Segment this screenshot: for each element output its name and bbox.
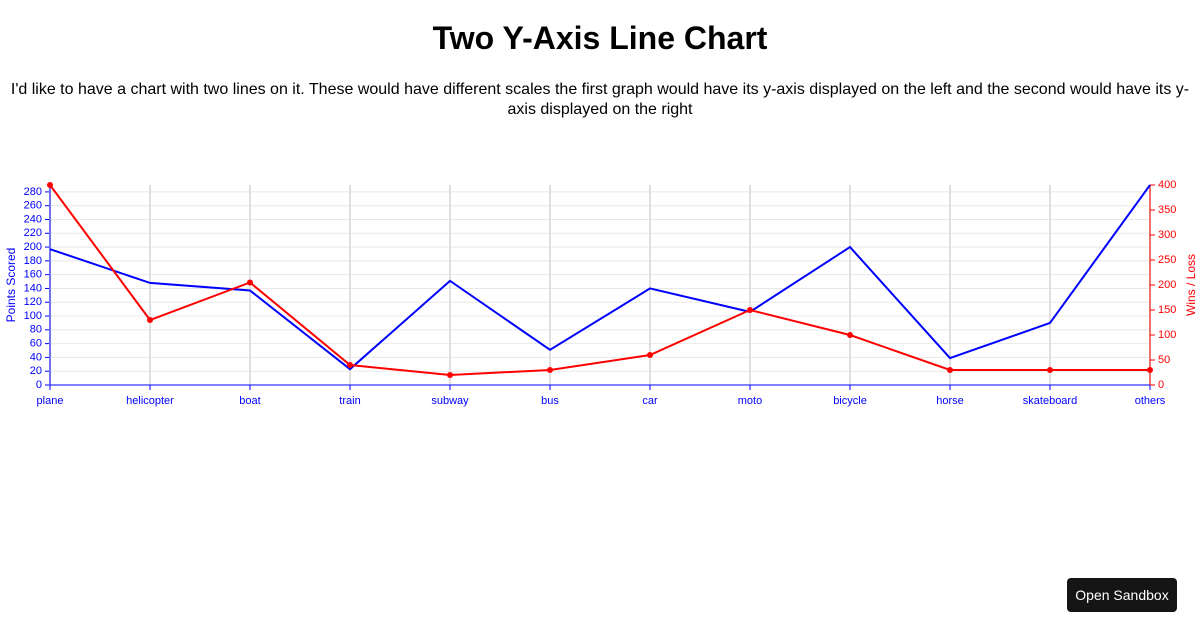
point — [247, 279, 253, 286]
y-tick-label: 280 — [24, 186, 42, 198]
y2-tick-label: 350 — [1158, 204, 1176, 216]
x-tick-label: car — [642, 395, 658, 407]
point — [547, 367, 553, 373]
y-tick-label: 140 — [24, 282, 42, 294]
y2-tick-label: 150 — [1158, 304, 1176, 316]
series-line — [49, 184, 1151, 371]
series-line — [49, 184, 1150, 377]
y-tick-label: 100 — [24, 310, 42, 322]
y-tick-label: 0 — [36, 379, 42, 391]
y-tick-label: 80 — [30, 324, 42, 336]
y-tick-label: 240 — [24, 213, 42, 225]
y-tick-label: 200 — [24, 241, 42, 253]
point — [1047, 367, 1053, 373]
point — [147, 317, 153, 323]
y2-tick-label: 0 — [1158, 379, 1164, 391]
y2-tick-label: 400 — [1158, 179, 1176, 191]
x-tick-label: skateboard — [1023, 395, 1077, 407]
y2-tick-label: 50 — [1158, 354, 1170, 366]
y2-tick-label: 200 — [1158, 279, 1176, 291]
y-tick-label: 40 — [30, 351, 42, 363]
x-tick-label: others — [1135, 395, 1166, 407]
x-tick-label: moto — [738, 395, 762, 407]
point — [1147, 367, 1153, 373]
point — [47, 182, 53, 188]
x-tick-label: bus — [541, 395, 559, 407]
point — [947, 367, 953, 373]
x-tick-label: horse — [936, 395, 964, 407]
x-tick-label: helicopter — [126, 395, 174, 407]
x-tick-label: subway — [431, 395, 469, 407]
chart-subtitle: I'd like to have a chart with two lines … — [10, 81, 1190, 118]
y-tick-label: 220 — [24, 227, 42, 239]
y-tick-label: 260 — [24, 200, 42, 212]
x-tick-label: boat — [239, 395, 260, 407]
x-tick-label: plane — [37, 395, 64, 407]
y2-axis-label: Wins / Loss — [1184, 254, 1198, 316]
point — [447, 372, 453, 378]
x-tick-label: train — [339, 395, 360, 407]
point — [647, 352, 653, 358]
y-tick-label: 120 — [24, 296, 42, 308]
y-tick-label: 60 — [30, 338, 42, 350]
point — [847, 332, 853, 338]
y2-tick-label: 100 — [1158, 329, 1176, 341]
point — [347, 362, 353, 368]
open-sandbox-button[interactable]: Open Sandbox — [1067, 578, 1177, 612]
y-tick-label: 160 — [24, 269, 42, 281]
y-tick-label: 20 — [30, 365, 42, 377]
y-tick-label: 180 — [24, 255, 42, 267]
chart-title: Two Y-Axis Line Chart — [432, 20, 768, 56]
y-axis-label: Points Scored — [4, 248, 18, 323]
point — [747, 307, 753, 313]
x-tick-label: bicycle — [833, 395, 867, 407]
y2-tick-label: 300 — [1158, 229, 1176, 241]
y2-tick-label: 250 — [1158, 254, 1176, 266]
